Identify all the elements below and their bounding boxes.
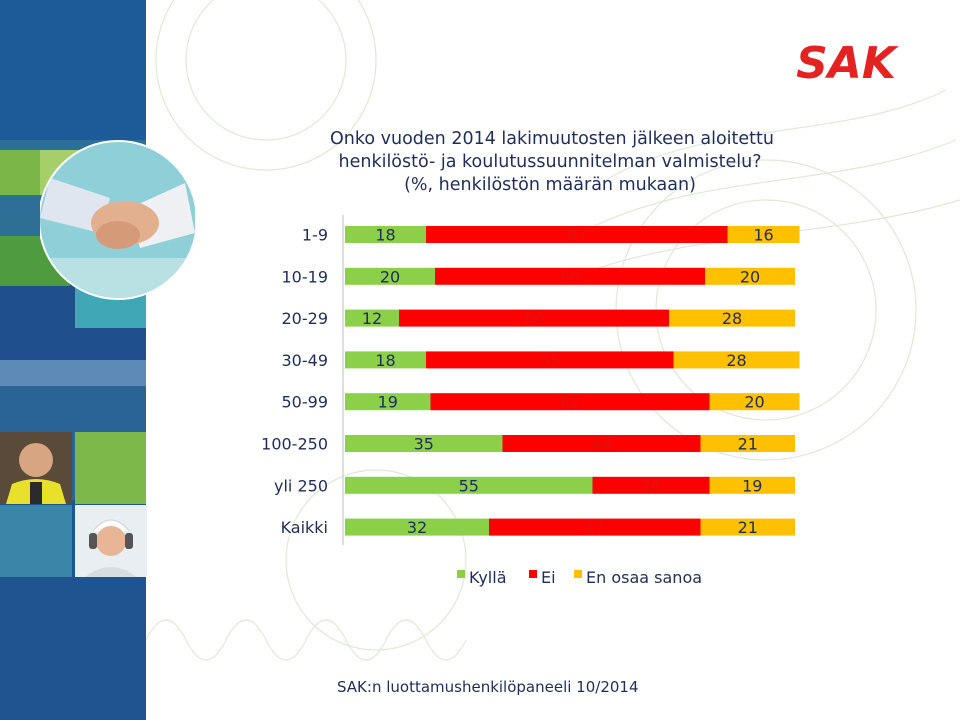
data-label: 55 bbox=[459, 476, 479, 495]
bar-segment bbox=[709, 476, 795, 494]
legend-swatch bbox=[457, 570, 465, 578]
bar-segment bbox=[345, 226, 426, 243]
bar-segment bbox=[345, 476, 593, 494]
bar-segment bbox=[345, 309, 399, 327]
chart-title: Onko vuoden 2014 lakimuutosten jälkeen a… bbox=[330, 128, 774, 197]
bar-segment bbox=[345, 351, 426, 369]
category-label: 100-250 bbox=[261, 435, 328, 454]
worker-photo bbox=[0, 432, 72, 504]
bar-segment bbox=[399, 309, 669, 327]
data-label: 67 bbox=[567, 226, 587, 245]
data-label: 60 bbox=[560, 267, 580, 286]
bar-segment bbox=[345, 267, 435, 285]
category-label: 20-29 bbox=[282, 309, 329, 328]
category-label: 30-49 bbox=[282, 351, 329, 370]
bar-segment bbox=[673, 351, 800, 369]
bar-segment bbox=[502, 435, 701, 452]
data-label: 18 bbox=[375, 351, 395, 370]
category-label: 10-19 bbox=[282, 267, 329, 286]
data-label: 20 bbox=[740, 267, 760, 286]
data-label: 21 bbox=[738, 435, 758, 454]
data-label: 21 bbox=[738, 518, 758, 537]
source-footer: SAK:n luottamushenkilöpaneeli 10/2014 bbox=[337, 678, 639, 696]
data-label: 35 bbox=[414, 435, 434, 454]
legend-label: Ei bbox=[541, 568, 556, 587]
legend-swatch bbox=[574, 570, 582, 578]
data-label: 28 bbox=[726, 351, 746, 370]
legend-swatch bbox=[529, 570, 537, 578]
category-label: yli 250 bbox=[274, 476, 328, 495]
bar-segment bbox=[592, 476, 710, 494]
data-label: 12 bbox=[362, 309, 382, 328]
data-label: 26 bbox=[641, 476, 661, 495]
bar-segment bbox=[430, 393, 710, 411]
data-label: 19 bbox=[378, 393, 398, 412]
svg-text:SAK: SAK bbox=[796, 38, 899, 84]
legend-label: Kyllä bbox=[469, 568, 507, 587]
data-label: 19 bbox=[742, 476, 762, 495]
data-label: 20 bbox=[744, 393, 764, 412]
data-label: 20 bbox=[380, 267, 400, 286]
data-label: 44 bbox=[591, 435, 611, 454]
bar-segment bbox=[669, 309, 795, 327]
bar-segment bbox=[435, 267, 705, 285]
bar-segment bbox=[426, 226, 728, 243]
worker-woman-photo bbox=[75, 505, 147, 577]
data-label: 62 bbox=[560, 393, 580, 412]
data-label: 18 bbox=[375, 226, 395, 245]
bar-segment bbox=[700, 518, 795, 536]
category-label: Kaikki bbox=[281, 518, 328, 537]
bar-segment bbox=[489, 518, 701, 536]
category-label: 1-9 bbox=[302, 226, 328, 245]
bar-segment bbox=[345, 435, 503, 452]
category-label: 50-99 bbox=[282, 393, 329, 412]
legend-label: En osaa sanoa bbox=[586, 568, 702, 587]
title-line-1: Onko vuoden 2014 lakimuutosten jälkeen a… bbox=[330, 129, 774, 149]
data-label: 16 bbox=[753, 226, 773, 245]
decorative-background bbox=[146, 0, 960, 661]
bar-segment bbox=[700, 435, 795, 452]
sak-logo: SAK bbox=[796, 38, 899, 84]
handshake-photo bbox=[40, 140, 195, 300]
data-label: 55 bbox=[540, 351, 560, 370]
data-label: 47 bbox=[585, 518, 605, 537]
data-label: 32 bbox=[407, 518, 427, 537]
bar-segment bbox=[727, 226, 800, 243]
bar-segment bbox=[426, 351, 674, 369]
bar-segment bbox=[345, 518, 489, 536]
data-label: 60 bbox=[524, 309, 544, 328]
bar-segment bbox=[709, 393, 800, 411]
bar-segment bbox=[705, 267, 795, 285]
bar-segment bbox=[345, 393, 431, 411]
data-label: 28 bbox=[722, 309, 742, 328]
title-line-3: (%, henkilöstön määrän mukaan) bbox=[404, 175, 696, 195]
title-line-2: henkilöstö- ja koulutussuunnitelman valm… bbox=[338, 152, 762, 172]
